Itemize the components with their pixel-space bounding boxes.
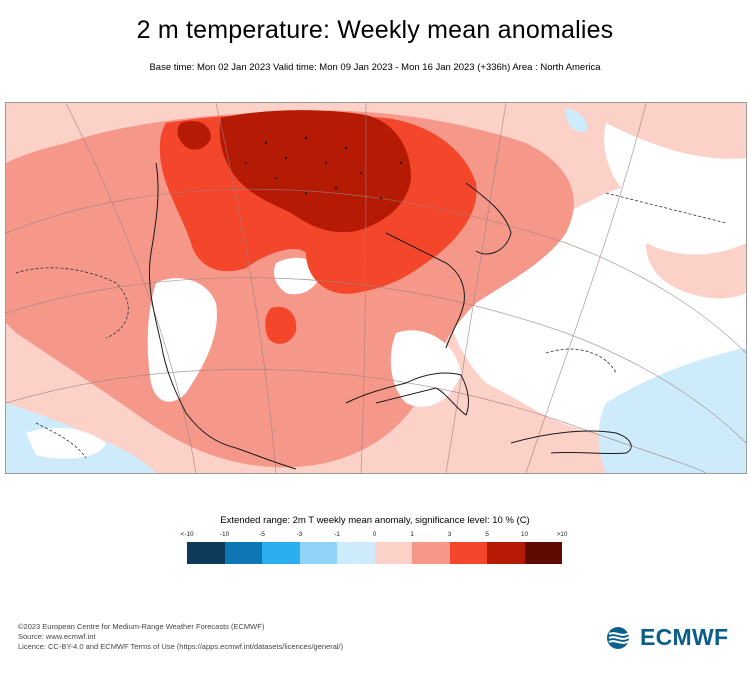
footer-copyright: ©2023 European Centre for Medium-Range W… xyxy=(18,622,265,631)
legend-tick-label: -5 xyxy=(259,531,265,538)
map-region-neutral-mexico xyxy=(26,427,106,459)
footer-licence: Licence: CC-BY-4.0 and ECMWF Terms of Us… xyxy=(18,642,344,651)
page-subtitle: Base time: Mon 02 Jan 2023 Valid time: M… xyxy=(149,62,601,73)
map-region-neutral-north-atlantic xyxy=(604,123,746,217)
legend-swatch xyxy=(524,542,562,564)
legend-tick-label: 0 xyxy=(372,531,377,538)
legend-tick-label: -3 xyxy=(296,531,303,538)
map-graticule xyxy=(6,103,746,473)
logo-text: ECMWF xyxy=(640,624,729,650)
legend-tick-label: -10 xyxy=(219,531,230,538)
legend-title: Extended range: 2m T weekly mean anomaly… xyxy=(220,515,530,526)
legend-tick-label: 5 xyxy=(485,531,489,538)
map-coastline xyxy=(148,162,632,470)
map-region-hot-patch xyxy=(265,306,297,344)
map-region-cool-caribbean xyxy=(598,348,746,473)
legend-tick-label: 1 xyxy=(410,531,414,538)
map-region-warm-patch xyxy=(646,243,746,299)
legend-swatch xyxy=(487,542,525,564)
ecmwf-logo[interactable]: ECMWF xyxy=(606,624,728,651)
legend-swatch xyxy=(187,542,225,564)
map-region-very-hot-patch xyxy=(177,121,211,150)
legend-tick-label: >10 xyxy=(556,531,568,538)
map-lakes xyxy=(245,136,403,200)
legend-swatch xyxy=(337,542,375,564)
legend-tick-label: -1 xyxy=(334,531,340,538)
map-region-neutral-west-us xyxy=(147,278,217,402)
legend-swatch xyxy=(449,542,487,564)
map-region-cool-north-patch xyxy=(565,108,588,132)
ecmwf-logo-icon xyxy=(607,626,636,649)
map-region-neutral-southeast-us xyxy=(390,330,461,407)
footer: ©2023 European Centre for Medium-Range W… xyxy=(18,622,343,652)
map-svg xyxy=(6,103,746,473)
legend-swatch xyxy=(224,542,262,564)
footer-source: Source: www.ecmwf.int xyxy=(18,632,96,641)
legend-colorbar xyxy=(187,542,562,564)
legend-swatch xyxy=(412,542,450,564)
legend-tick-label: <-10 xyxy=(180,531,194,538)
legend-tick-label: 3 xyxy=(447,531,452,538)
anomaly-map[interactable] xyxy=(5,102,747,474)
page-title: 2 m temperature: Weekly mean anomalies xyxy=(136,16,614,44)
legend-ticks: <-10 -10 -5 -3 -1 0 1 3 5 10 >10 xyxy=(180,531,567,541)
map-region-very-hot-core xyxy=(219,110,411,233)
legend-swatch xyxy=(299,542,337,564)
legend-swatch xyxy=(262,542,300,564)
map-significance-contour xyxy=(15,192,727,459)
legend-swatch xyxy=(374,542,412,564)
legend-tick-label: 10 xyxy=(520,531,529,538)
